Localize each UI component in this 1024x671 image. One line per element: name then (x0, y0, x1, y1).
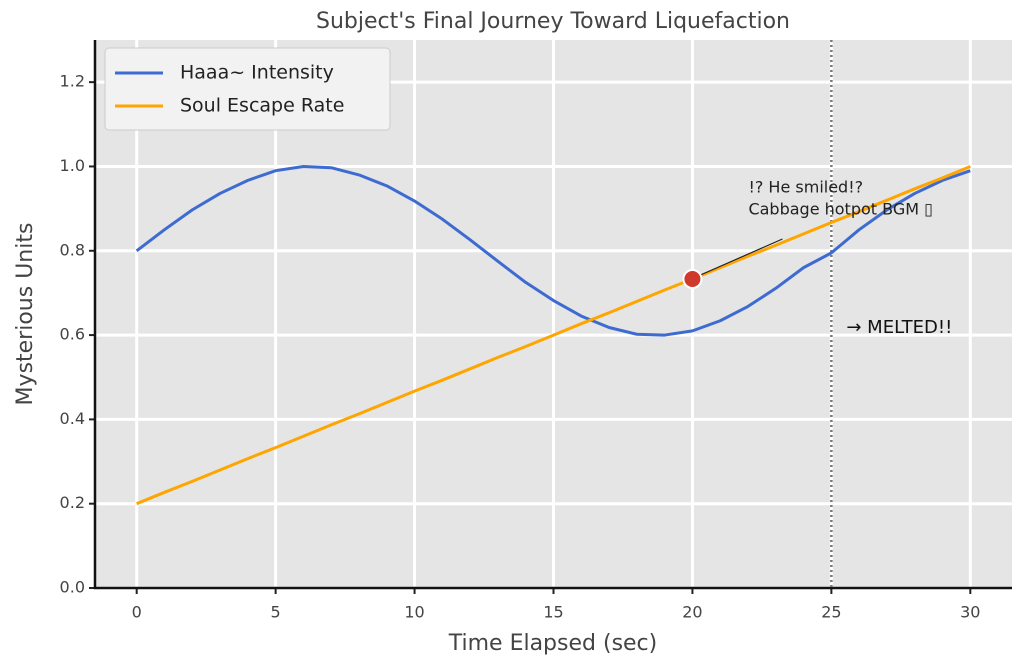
y-tick-label: 1.2 (60, 72, 85, 91)
y-tick-label: 0.6 (60, 325, 85, 344)
x-tick-label: 10 (404, 603, 424, 622)
x-tick-label: 20 (682, 603, 702, 622)
line-series (136, 165, 971, 506)
reference-label: → MELTED!! (846, 317, 952, 338)
chart-title: Subject's Final Journey Toward Liquefact… (316, 9, 790, 34)
annotation-text: Cabbage hotpot BGM ▯ (748, 200, 932, 219)
y-tick-label: 1.0 (60, 156, 85, 175)
annotation-arrow (700, 238, 783, 276)
x-tick-label: 5 (271, 603, 281, 622)
annotation-text: !? He smiled!? (748, 178, 863, 197)
y-axis-label: Mysterious Units (13, 223, 38, 406)
x-axis-label: Time Elapsed (sec) (448, 631, 658, 656)
legend-box (104, 47, 391, 131)
x-tick-label: 30 (960, 603, 980, 622)
axis-spine (93, 40, 1012, 590)
x-tick-label: 0 (132, 603, 142, 622)
annotation-point (682, 269, 703, 290)
line-series (135, 164, 971, 337)
y-tick-label: 0.8 (60, 240, 85, 259)
y-tick-label: 0.0 (60, 578, 85, 597)
y-tick-label: 0.4 (60, 409, 85, 428)
legend-label: Haaa~ Intensity (180, 62, 334, 84)
x-tick-label: 15 (543, 603, 563, 622)
legend-label: Soul Escape Rate (180, 95, 344, 117)
x-tick-label: 25 (821, 603, 841, 622)
y-tick-label: 0.2 (60, 493, 85, 512)
